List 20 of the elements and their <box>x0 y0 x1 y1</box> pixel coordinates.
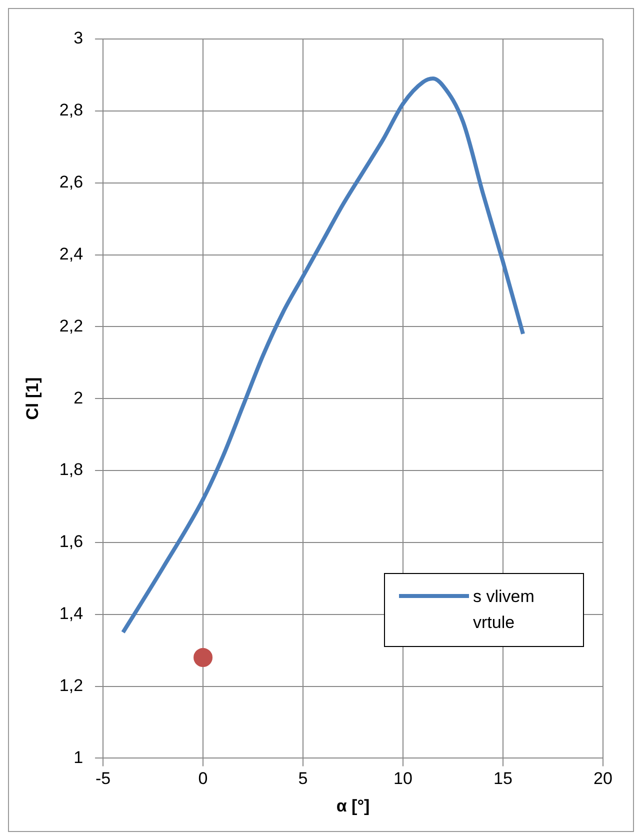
legend-label: s vlivem vrtule <box>473 586 536 634</box>
x-tick-label: 10 <box>394 769 412 788</box>
x-axis-title: α [°] <box>336 796 370 816</box>
y-tick-label: 1,8 <box>59 460 84 480</box>
x-tick-label: -5 <box>95 769 111 788</box>
y-tick-label: 2,2 <box>59 316 84 336</box>
y-tick-label: 1,4 <box>59 604 84 624</box>
x-tick-label: 20 <box>594 769 612 788</box>
x-tick-label: 5 <box>298 769 308 788</box>
y-tick-label: 1,2 <box>59 676 84 695</box>
y-tick-label: 3 <box>74 28 84 48</box>
y-tick-label: 2,8 <box>59 100 84 120</box>
y-tick-label: 2,6 <box>59 172 84 192</box>
y-axis-title: Cl [1] <box>22 377 42 420</box>
x-tick-label: 0 <box>198 769 208 788</box>
y-tick-label: 2,4 <box>59 244 84 264</box>
y-tick-label: 1,6 <box>59 532 84 552</box>
x-tick-label: 15 <box>494 769 512 788</box>
y-tick-label: 2 <box>74 388 84 408</box>
y-tick-label: 1 <box>74 748 84 767</box>
